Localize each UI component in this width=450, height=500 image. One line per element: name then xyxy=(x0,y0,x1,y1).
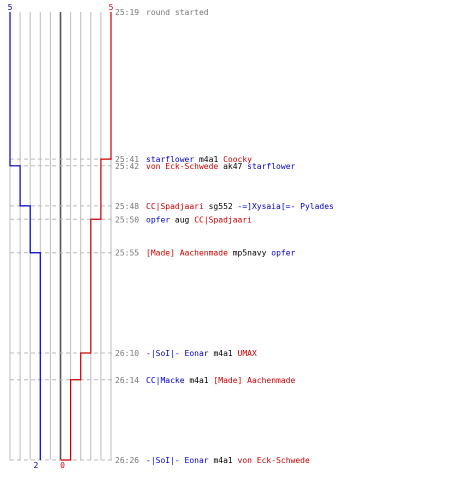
event-time: 26:14 xyxy=(115,376,139,385)
blue-end-count: 2 xyxy=(33,461,38,470)
event-text: round started xyxy=(146,8,209,17)
red-start-count: 5 xyxy=(109,3,114,12)
event-weapon: m4a1 xyxy=(185,376,214,385)
event-time: 25:48 xyxy=(115,202,139,211)
event-row: 26:26 -|SoI|- Eonar m4a1 von Eck-Schwede xyxy=(115,456,310,465)
grid-layer xyxy=(9,12,112,460)
event-row: 26:10 -|SoI|- Eonar m4a1 UMAX xyxy=(115,349,257,358)
event-text: -|SoI|- Eonar m4a1 von Eck-Schwede xyxy=(146,456,310,465)
event-time: 25:55 xyxy=(115,249,139,258)
event-weapon: ak47 xyxy=(218,162,247,171)
event-row: 25:50 opfer aug CC|Spadjaari xyxy=(115,215,252,224)
event-weapon: m4a1 xyxy=(209,349,238,358)
event-text: opfer aug CC|Spadjaari xyxy=(146,215,252,224)
event-victim: starflower xyxy=(247,162,295,171)
event-victim: Coocky xyxy=(223,155,252,164)
event-time: 26:10 xyxy=(115,349,139,358)
alive-lines-layer xyxy=(9,12,112,461)
event-row: 25:42 von Eck-Schwede ak47 starflower xyxy=(115,162,296,171)
event-killer: starflower xyxy=(146,155,194,164)
event-time: 25:50 xyxy=(115,215,139,224)
event-weapon: mp5navy xyxy=(228,249,271,258)
event-row: 25:19 round started xyxy=(115,8,209,17)
red-alive-line xyxy=(60,12,112,461)
event-text: [Made] Aachenmade mp5navy opfer xyxy=(146,249,296,258)
event-text: CC|Spadjaari sg552 -=]Xysaia[=- Pylades xyxy=(146,202,334,211)
event-weapon: m4a1 xyxy=(194,155,223,164)
event-victim: von Eck-Schwede xyxy=(238,456,310,465)
event-time: 25:41 xyxy=(115,155,139,164)
count-labels-layer: 5 5 2 0 xyxy=(8,3,114,470)
event-killer: von Eck-Schwede xyxy=(146,162,218,171)
event-time: 25:42 xyxy=(115,162,139,171)
event-killer: -|SoI|- Eonar xyxy=(146,349,209,358)
event-text: -|SoI|- Eonar m4a1 UMAX xyxy=(146,349,257,358)
event-weapon: aug xyxy=(170,215,194,224)
event-time: 25:19 xyxy=(115,8,139,17)
blue-alive-line xyxy=(9,12,41,460)
event-text: von Eck-Schwede ak47 starflower xyxy=(146,162,296,171)
event-row: 26:14 CC|Macke m4a1 [Made] Aachenmade xyxy=(115,376,296,385)
event-note: round started xyxy=(146,8,209,17)
blue-start-count: 5 xyxy=(8,3,13,12)
event-killer: [Made] Aachenmade xyxy=(146,249,228,258)
event-row: 25:48 CC|Spadjaari sg552 -=]Xysaia[=- Pyl… xyxy=(115,202,334,211)
event-weapon: sg552 xyxy=(204,202,238,211)
event-text: starflower m4a1 Coocky xyxy=(146,155,252,164)
event-killer: opfer xyxy=(146,215,170,224)
event-victim: [Made] Aachenmade xyxy=(213,376,295,385)
event-killer: CC|Spadjaari xyxy=(146,202,204,211)
event-killer: -|SoI|- Eonar xyxy=(146,456,209,465)
red-end-count: 0 xyxy=(60,461,65,470)
event-log: 25:19 round started 25:41 starflower m4a1 C… xyxy=(115,8,334,465)
event-time: 26:26 xyxy=(115,456,139,465)
event-row: 25:41 starflower m4a1 Coocky xyxy=(115,155,252,164)
event-victim: -=]Xysaia[=- Pylades xyxy=(238,202,335,211)
event-row: 25:55 [Made] Aachenmade mp5navy opfer xyxy=(115,249,296,258)
event-weapon: m4a1 xyxy=(209,456,238,465)
event-victim: UMAX xyxy=(238,349,257,358)
event-killer: CC|Macke xyxy=(146,376,185,385)
event-connector-layer xyxy=(10,158,113,461)
event-victim: CC|Spadjaari xyxy=(194,215,252,224)
event-text: CC|Macke m4a1 [Made] Aachenmade xyxy=(146,376,296,385)
event-victim: opfer xyxy=(271,249,295,258)
